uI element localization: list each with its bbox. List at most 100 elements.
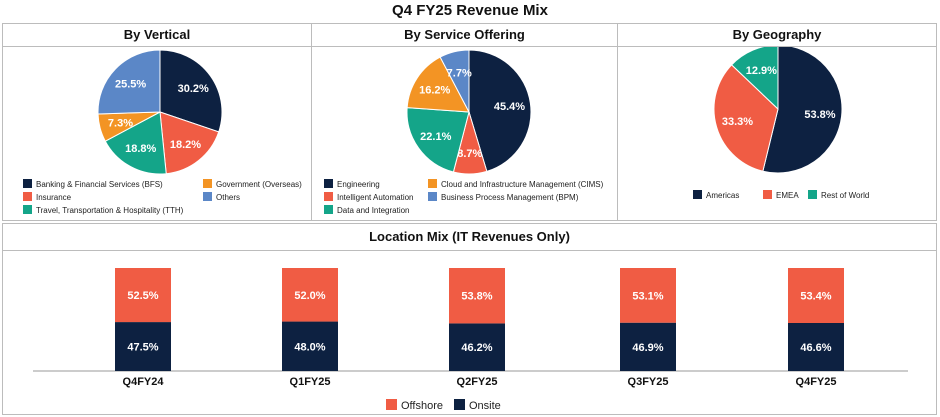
- legend-item-tth: Travel, Transportation & Hospitality (TT…: [23, 205, 183, 215]
- pie-slice: [468, 49, 532, 173]
- pie-slice-label: 53.8%: [804, 109, 835, 121]
- pie-slice: [406, 107, 470, 173]
- bar-segment-onsite: [282, 321, 338, 371]
- legend-label: Americas: [706, 191, 740, 200]
- legend-swatch: [386, 399, 397, 410]
- panel-location-mix: Location Mix (IT Revenues Only) 47.5% 52.…: [2, 223, 937, 415]
- pie-slice-label: 12.9%: [746, 65, 777, 77]
- legend-swatch: [203, 179, 212, 188]
- panel-by-service: By Service Offering 45.4% 8.7% 22.1% 16.2% 7…: [311, 23, 618, 221]
- legend-label: Insurance: [36, 193, 72, 202]
- pie-slice: [730, 47, 779, 111]
- legend-item-bpm: Business Process Management (BPM): [428, 192, 578, 202]
- legend-label: Cloud and Infrastructure Management (CIM…: [441, 180, 604, 189]
- stacked-bar-chart-location: 47.5% 52.5% Q4FY24 48.0% 52.0% Q1FY25 46.2% 53.…: [33, 268, 908, 388]
- pie-chart-service: 45.4% 8.7% 22.1% 16.2% 7.7%: [406, 49, 532, 175]
- legend-label: Government (Overseas): [216, 180, 302, 189]
- bar-segment-onsite: [115, 322, 171, 371]
- legend-item-government: Government (Overseas): [203, 179, 302, 189]
- bar-label-offshore: 53.4%: [800, 291, 831, 303]
- pie-slice-label: 7.7%: [447, 67, 472, 79]
- panel-title-vertical: By Vertical: [3, 24, 311, 47]
- x-tick-label: Q1FY25: [290, 376, 331, 388]
- panel-title-service: By Service Offering: [312, 24, 617, 47]
- pie-slice-label: 25.5%: [115, 79, 146, 91]
- bar-segment-offshore: [788, 268, 844, 324]
- legend-item-emea: EMEA: [763, 190, 799, 200]
- bar-label-offshore: 53.1%: [632, 290, 663, 302]
- pie-slice: [97, 49, 161, 115]
- legend-label: Travel, Transportation & Hospitality (TT…: [36, 206, 184, 215]
- pie-slice: [104, 111, 167, 175]
- pie-slice: [406, 56, 470, 113]
- pie-slice-label: 45.4%: [494, 101, 525, 113]
- bar-label-offshore: 53.8%: [461, 291, 492, 303]
- legend-swatch: [763, 190, 772, 199]
- bar-segment-onsite: [620, 322, 676, 371]
- legend-item-others: Others: [203, 192, 240, 202]
- pie-slice: [439, 49, 470, 113]
- bar-segment-offshore: [115, 268, 171, 323]
- bar-label-onsite: 46.9%: [632, 342, 663, 354]
- pie-slice: [713, 64, 779, 172]
- pie-chart-geography: 53.8% 33.3% 12.9%: [713, 47, 843, 174]
- bar-label-onsite: 47.5%: [127, 342, 158, 354]
- legend-swatch: [324, 192, 333, 201]
- pie-chart-vertical: 30.2% 18.2% 18.8% 7.3% 25.5%: [97, 49, 223, 175]
- legend-swatch: [693, 190, 702, 199]
- legend-item-automation: Intelligent Automation: [324, 192, 414, 202]
- bar-segment-onsite: [788, 323, 844, 371]
- x-tick-label: Q3FY25: [628, 376, 669, 388]
- legend-service: Engineering Cloud and Infrastructure Man…: [324, 179, 619, 219]
- bar-segment-offshore: [282, 268, 338, 322]
- legend-item-rest-of-world: Rest of World: [808, 190, 869, 200]
- page-title: Q4 FY25 Revenue Mix: [392, 2, 548, 19]
- pie-slice-label: 22.1%: [420, 131, 451, 143]
- legend-swatch: [324, 179, 333, 188]
- pie-slice-label: 16.2%: [419, 85, 450, 97]
- legend-swatch: [23, 179, 32, 188]
- legend-swatch: [203, 192, 212, 201]
- bar-segment-offshore: [620, 268, 676, 323]
- bar-label-onsite: 46.6%: [800, 342, 831, 354]
- pie-slice-label: 33.3%: [722, 116, 753, 128]
- bar-label-offshore: 52.0%: [294, 290, 325, 302]
- legend-label: EMEA: [776, 191, 799, 200]
- legend-item-offshore: Offshore: [386, 399, 443, 412]
- legend-vertical: Banking & Financial Services (BFS) Gover…: [23, 179, 313, 219]
- x-tick-label: Q4FY24: [123, 376, 165, 388]
- panel-by-geography: By Geography 53.8% 33.3% 12.9% Americas EM…: [617, 23, 937, 221]
- legend-item-insurance: Insurance: [23, 192, 71, 202]
- legend-location: Offshore Onsite: [386, 399, 586, 413]
- legend-label: Onsite: [469, 400, 501, 412]
- legend-item-bfs: Banking & Financial Services (BFS): [23, 179, 163, 189]
- bar-segment-onsite: [449, 323, 505, 371]
- x-tick-label: Q4FY25: [796, 376, 837, 388]
- legend-item-data-integration: Data and Integration: [324, 205, 410, 215]
- legend-swatch: [808, 190, 817, 199]
- legend-label: Intelligent Automation: [337, 193, 414, 202]
- legend-item-onsite: Onsite: [454, 399, 501, 412]
- legend-swatch: [428, 192, 437, 201]
- panel-by-vertical: By Vertical 30.2% 18.2% 18.8% 7.3% 25.5% Ban…: [2, 23, 312, 221]
- panel-title-geography: By Geography: [618, 24, 936, 47]
- pie-slice-label: 18.8%: [125, 143, 156, 155]
- legend-label: Engineering: [337, 180, 380, 189]
- pie-slice-label: 18.2%: [170, 139, 201, 151]
- legend-swatch: [23, 192, 32, 201]
- legend-item-cims: Cloud and Infrastructure Management (CIM…: [428, 179, 603, 189]
- pie-slice: [159, 111, 220, 175]
- pie-slice-label: 8.7%: [457, 148, 482, 160]
- pie-slice: [159, 49, 223, 133]
- bar-label-onsite: 48.0%: [294, 341, 325, 353]
- legend-swatch: [324, 205, 333, 214]
- legend-item-engineering: Engineering: [324, 179, 380, 189]
- bar-segment-offshore: [449, 268, 505, 324]
- pie-slice: [762, 47, 843, 174]
- legend-swatch: [23, 205, 32, 214]
- pie-slice-label: 7.3%: [108, 118, 133, 130]
- legend-item-americas: Americas: [693, 190, 739, 200]
- legend-label: Business Process Management (BPM): [441, 193, 579, 202]
- legend-swatch: [428, 179, 437, 188]
- legend-geography: Americas EMEA Rest of World: [693, 190, 933, 204]
